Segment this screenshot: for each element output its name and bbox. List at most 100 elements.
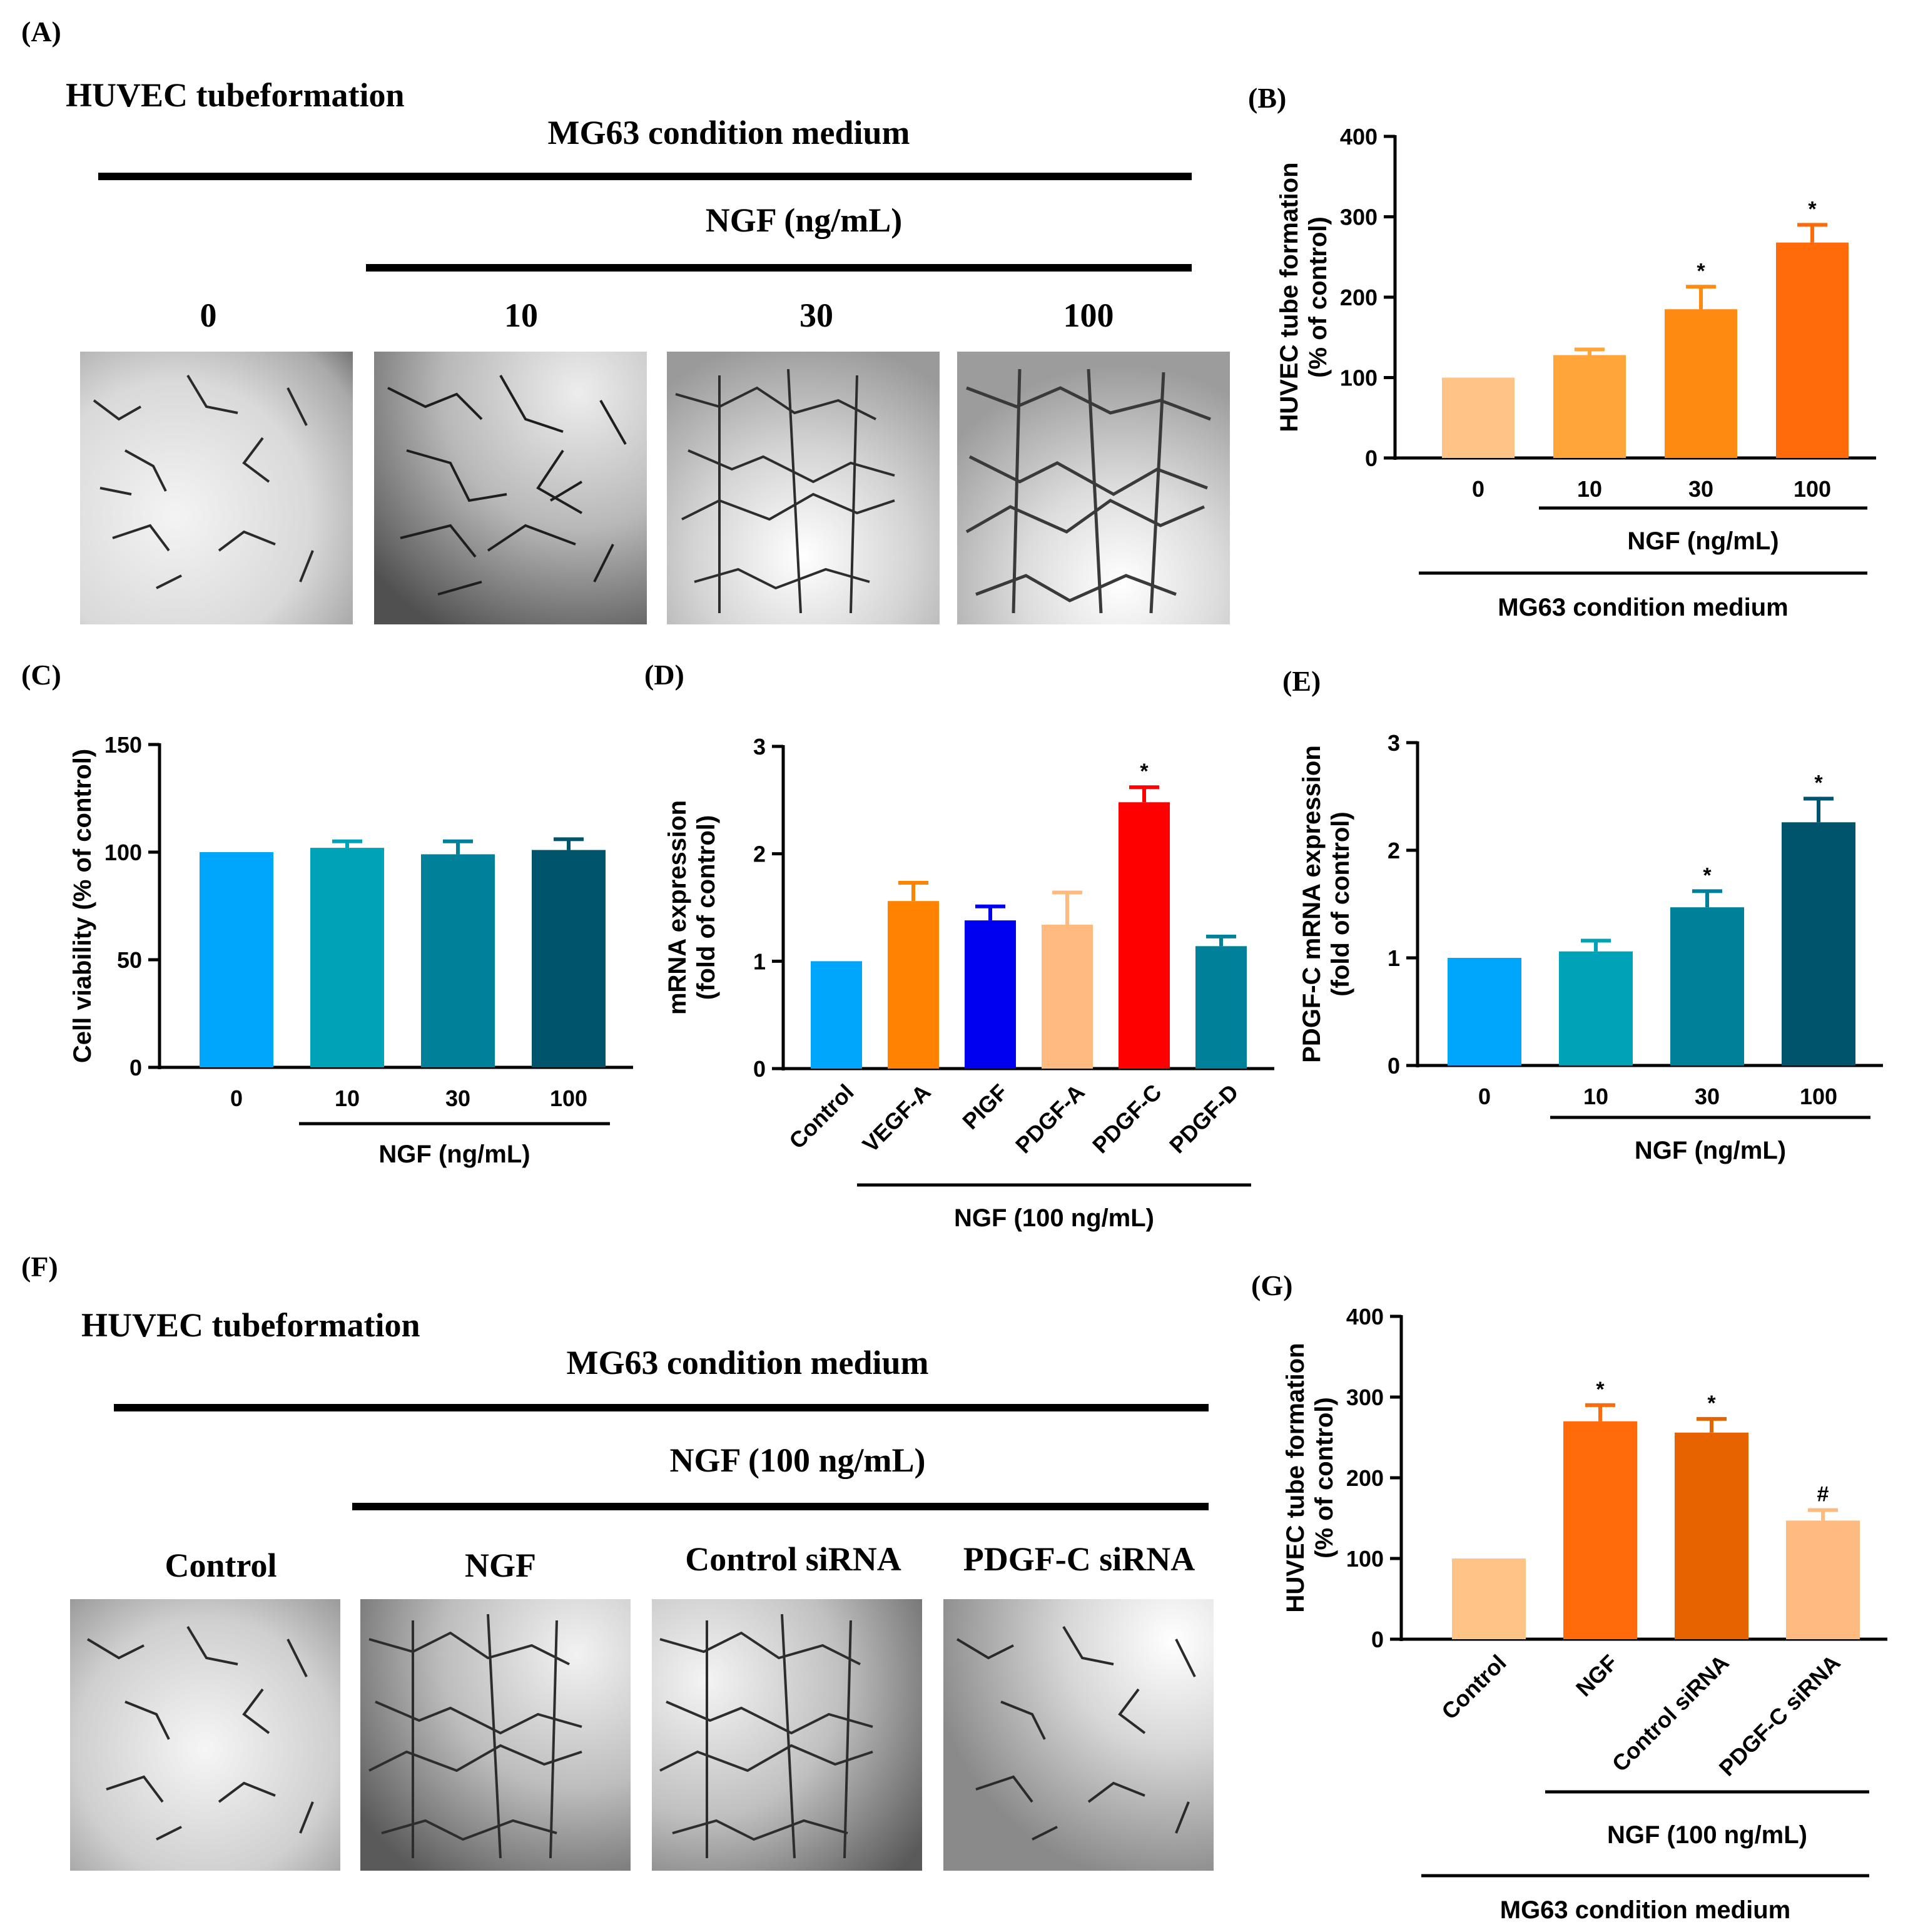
y-tick-label: 0 — [1388, 1053, 1400, 1079]
panel-f-image-label: NGF — [465, 1547, 536, 1584]
significance-mark: * — [1814, 771, 1823, 795]
x-tick-label: PDGF-D — [1164, 1079, 1244, 1159]
x-tick-label: 10 — [335, 1085, 360, 1111]
panel-label-f: (F) — [21, 1251, 58, 1283]
bar — [1553, 355, 1626, 458]
y-tick-label: 3 — [753, 734, 766, 760]
significance-mark: # — [1817, 1483, 1829, 1507]
bar — [1776, 242, 1849, 458]
bar — [1452, 1558, 1526, 1639]
bar — [1119, 802, 1170, 1069]
group-label: NGF (ng/mL) — [1627, 527, 1779, 555]
y-tick-label: 100 — [104, 840, 142, 865]
bar — [1195, 946, 1247, 1069]
panel-a-title: HUVEC tubeformation — [66, 76, 404, 114]
bar — [1042, 924, 1093, 1069]
bar — [310, 848, 384, 1067]
x-tick-label: 10 — [1583, 1084, 1608, 1109]
significance-mark: * — [1697, 259, 1705, 283]
panel-label-e: (E) — [1282, 665, 1321, 697]
panel-f-treatment-label: NGF (100 ng/mL) — [670, 1441, 926, 1479]
bar — [1442, 377, 1515, 458]
y-axis-title: (% of control) — [1304, 216, 1332, 378]
x-tick-label: 0 — [1478, 1084, 1491, 1109]
panel-f-image-label: Control siRNA — [685, 1540, 901, 1578]
micrograph-a-0 — [80, 352, 353, 624]
y-axis-title: (fold of control) — [1327, 811, 1354, 996]
panel-a-image-label: 0 — [200, 297, 217, 334]
panel-label-g: (G) — [1251, 1269, 1292, 1301]
group-label: NGF (ng/mL) — [1635, 1137, 1786, 1164]
x-tick-label: 30 — [445, 1085, 470, 1111]
group-label: MG63 condition medium — [1500, 1896, 1790, 1924]
y-tick-label: 100 — [1340, 365, 1378, 391]
y-axis-title: PDGF-C mRNA expression — [1298, 745, 1326, 1063]
panel-label-a: (A) — [21, 16, 61, 48]
chart-panel-c: 0 50 100 150 Cell viability (% of control) 0 1… — [69, 732, 633, 1168]
bar — [421, 854, 495, 1067]
group-label: NGF (100 ng/mL) — [954, 1204, 1154, 1232]
bar — [1670, 907, 1744, 1065]
panel-a-medium-label: MG63 condition medium — [547, 114, 910, 151]
bar — [1782, 822, 1855, 1065]
y-tick-label: 400 — [1340, 124, 1378, 150]
bar — [1675, 1432, 1748, 1639]
significance-mark: * — [1808, 197, 1817, 221]
micrograph-f-control — [70, 1599, 340, 1871]
x-tick-label: VEGF-A — [857, 1079, 935, 1157]
significance-mark: * — [1596, 1378, 1605, 1401]
x-tick-label: Control siRNA — [1607, 1650, 1734, 1777]
y-axis-title: (fold of control) — [693, 815, 720, 1000]
y-tick-label: 100 — [1346, 1546, 1384, 1572]
micrograph-f-control-sirna — [652, 1599, 922, 1871]
chart-panel-g: 0 100 200 300 400 HUVEC tube formation (% of c… — [1282, 1304, 1887, 1924]
group-label: NGF (ng/mL) — [378, 1141, 530, 1168]
y-axis-title: mRNA expression — [664, 800, 691, 1015]
significance-mark: * — [1140, 760, 1149, 783]
micrograph-a-10 — [374, 352, 647, 624]
x-tick-label: Control — [1436, 1650, 1511, 1724]
x-tick-label: 0 — [230, 1085, 243, 1111]
y-tick-label: 300 — [1346, 1385, 1384, 1410]
panel-label-b: (B) — [1248, 82, 1286, 114]
chart-panel-e: 0 1 2 3 PDGF-C mRNA expression (fold of contr… — [1298, 730, 1883, 1164]
micrograph-f-pdgfc-sirna — [943, 1599, 1214, 1871]
x-tick-label: PDGF-C — [1087, 1079, 1167, 1159]
panel-a-image-label: 10 — [504, 297, 538, 334]
y-tick-label: 0 — [1365, 445, 1378, 471]
x-tick-label: Control — [784, 1079, 858, 1154]
x-tick-label: 30 — [1688, 476, 1713, 502]
micrograph-a-100 — [957, 352, 1230, 624]
x-tick-label: PIGF — [957, 1079, 1012, 1134]
x-tick-label: PDGF-C siRNA — [1714, 1650, 1845, 1781]
y-tick-label: 200 — [1340, 285, 1378, 310]
significance-mark: * — [1707, 1391, 1716, 1415]
significance-mark: * — [1703, 863, 1712, 887]
chart-panel-d: 0 1 2 3 mRNA expression (fold of control) Cont… — [664, 734, 1274, 1232]
y-axis-title: Cell viability (% of control) — [69, 749, 96, 1063]
bar — [1563, 1421, 1637, 1639]
y-axis-title: HUVEC tube formation — [1276, 162, 1303, 432]
y-tick-label: 3 — [1388, 730, 1400, 756]
x-tick-label: 100 — [550, 1085, 587, 1111]
micrograph-a-30 — [667, 352, 940, 624]
x-tick-label: 10 — [1577, 476, 1602, 502]
panel-a: HUVEC tubeformation MG63 condition mediu… — [66, 76, 1230, 624]
panel-a-treatment-label: NGF (ng/mL) — [706, 201, 902, 239]
x-tick-label: 100 — [1794, 476, 1831, 502]
x-tick-label: 100 — [1800, 1084, 1837, 1109]
micrograph-f-ngf — [360, 1599, 631, 1871]
panel-label-c: (C) — [21, 659, 61, 691]
y-tick-label: 300 — [1340, 205, 1378, 230]
y-tick-label: 50 — [117, 947, 142, 973]
group-label: NGF (100 ng/mL) — [1607, 1821, 1807, 1849]
y-axis-title: HUVEC tube formation — [1282, 1343, 1309, 1612]
y-axis-title: (% of control) — [1311, 1397, 1338, 1558]
panel-a-image-label: 100 — [1063, 297, 1114, 334]
y-tick-label: 400 — [1346, 1304, 1384, 1330]
panel-f-image-label: Control — [165, 1547, 277, 1584]
x-tick-label: 0 — [1472, 476, 1484, 502]
